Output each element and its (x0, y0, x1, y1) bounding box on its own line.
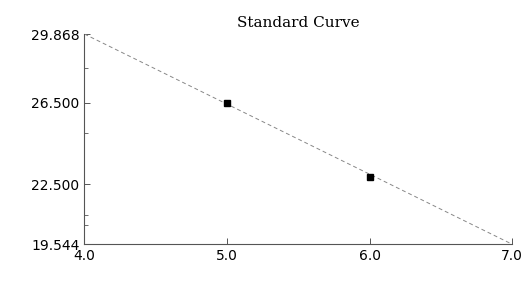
Title: Standard Curve: Standard Curve (237, 16, 360, 30)
